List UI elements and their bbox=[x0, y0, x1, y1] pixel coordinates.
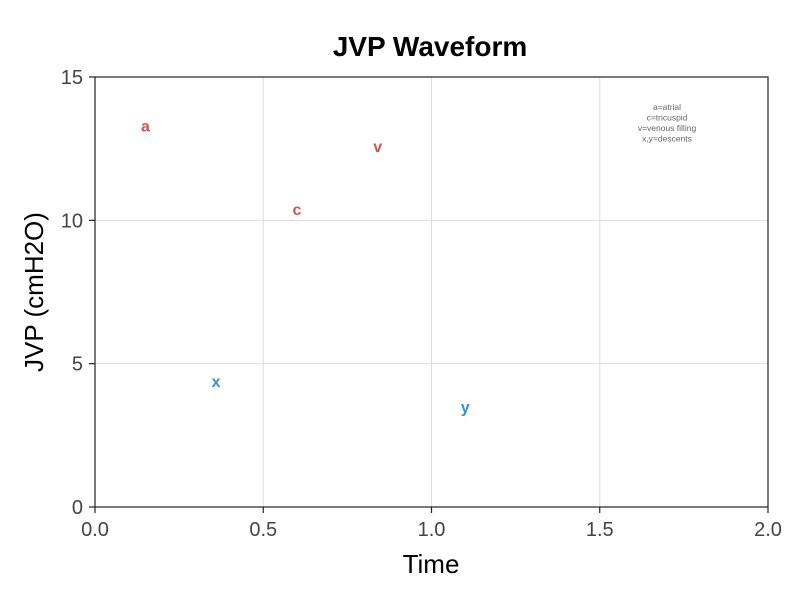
x-tick-label: 0.5 bbox=[249, 519, 277, 541]
point-label-c: c bbox=[292, 202, 301, 219]
x-tick-label: 2.0 bbox=[754, 519, 782, 541]
point-labels: a x c v y bbox=[141, 119, 470, 417]
y-tick-label: 0 bbox=[72, 497, 83, 519]
legend-line: a=atrial bbox=[653, 102, 681, 112]
axis-ticks: 0.0 0.5 1.0 1.5 2.0 0 5 10 15 bbox=[61, 67, 782, 541]
y-tick-label: 5 bbox=[72, 354, 83, 376]
x-tick-label: 0.0 bbox=[81, 519, 109, 541]
x-tick-label: 1.5 bbox=[586, 519, 614, 541]
x-tick-label: 1.0 bbox=[418, 519, 446, 541]
point-label-y: y bbox=[461, 400, 470, 417]
x-axis-title: Time bbox=[403, 549, 460, 579]
legend-line: x,y=descents bbox=[642, 134, 692, 144]
legend-line: v=venous filling bbox=[638, 123, 697, 133]
point-label-v: v bbox=[373, 139, 382, 156]
grid bbox=[95, 77, 768, 507]
y-axis-title: JVP (cmH2O) bbox=[19, 212, 49, 372]
chart-title: JVP Waveform bbox=[333, 31, 528, 62]
y-tick-label: 10 bbox=[61, 210, 83, 232]
y-tick-label: 15 bbox=[61, 67, 83, 89]
point-label-x: x bbox=[212, 374, 221, 391]
point-label-a: a bbox=[141, 119, 150, 136]
legend-line: c=tricuspid bbox=[647, 113, 688, 123]
